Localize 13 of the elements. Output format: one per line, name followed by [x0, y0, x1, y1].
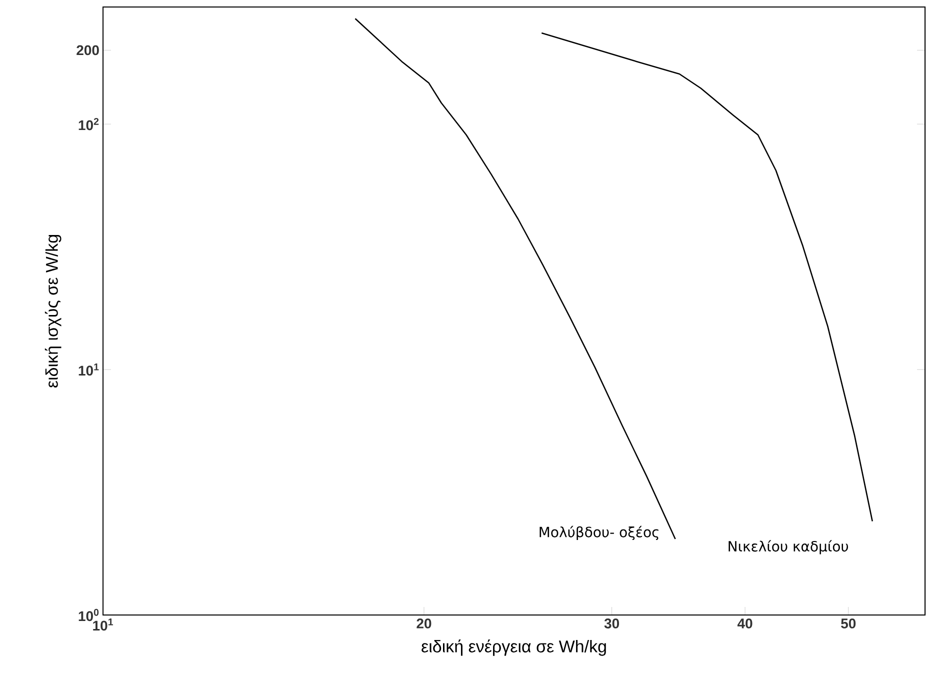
y-tick-label: 10$^{0}$ [78, 608, 99, 622]
y-tick-label: 200 [76, 45, 99, 56]
series-label: Μολύβδου- οξέος [540, 526, 658, 540]
y-tick-label: 10$^{2}$ [78, 118, 99, 130]
x-axis-title: ειδική ενέργεια σε Wh/kg [422, 639, 606, 656]
x-tick-label: 20 [416, 618, 432, 628]
y-axis-title: ειδική ισχύς σε W/kg [44, 234, 62, 388]
x-tick-label: 40 [737, 618, 752, 628]
x-tick-label: 10$^{1}$ [93, 618, 114, 631]
x-tick-label: 50 [841, 618, 856, 628]
y-tick-label: 10$^{1}$ [78, 363, 99, 376]
x-tick-label: 30 [604, 618, 620, 628]
text: Νικελίου καδμίου [728, 540, 848, 554]
